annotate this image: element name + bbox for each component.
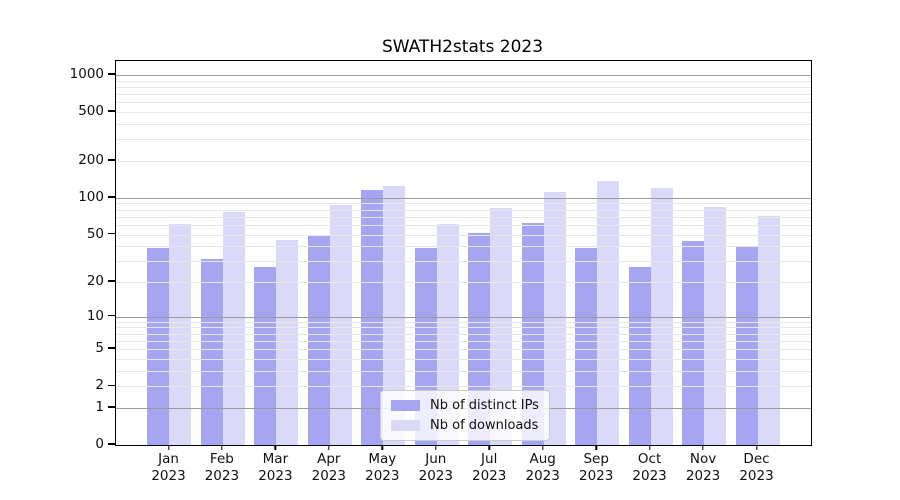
- gridline-minor: [116, 94, 811, 96]
- y-tick-mark: [108, 232, 115, 235]
- y-tick-label: 20: [86, 273, 104, 289]
- y-tick-mark: [108, 406, 115, 408]
- y-tick-mark: [108, 280, 115, 282]
- legend-swatch-distinct-ips: [391, 400, 420, 411]
- x-tick-mark: [381, 445, 383, 450]
- x-tick-label: Oct 2023: [632, 451, 667, 484]
- x-tick-mark: [167, 445, 170, 450]
- y-tick-label: 1: [95, 398, 104, 415]
- plot-area: Nb of distinct IPs Nb of downloads: [115, 60, 812, 446]
- bar-downloads-nov: [704, 206, 727, 445]
- legend-swatch-downloads: [391, 420, 420, 431]
- gridline-minor: [116, 112, 811, 114]
- x-tick-label: Jul 2023: [472, 451, 507, 484]
- x-tick-mark: [488, 445, 490, 450]
- legend-item-distinct-ips: Nb of distinct IPs: [391, 398, 539, 413]
- y-tick-label: 5: [95, 340, 104, 357]
- x-tick-label: Dec 2023: [739, 451, 774, 484]
- x-tick-mark: [755, 445, 758, 450]
- y-tick-mark: [108, 159, 115, 161]
- gridline-minor: [116, 203, 811, 205]
- x-tick-label: Aug 2023: [525, 451, 560, 484]
- y-tick-mark: [108, 314, 115, 317]
- y-tick-mark: [108, 443, 115, 445]
- bar-distinct-ips-sep: [575, 247, 598, 445]
- bar-distinct-ips-oct: [628, 266, 651, 445]
- bar-downloads-jul: [490, 208, 513, 445]
- gridline-minor: [116, 80, 811, 82]
- y-tick-label: 2: [95, 377, 104, 394]
- y-tick-mark: [108, 347, 115, 349]
- bar-downloads-apr: [329, 204, 352, 445]
- x-tick-label: Jan 2023: [151, 451, 186, 484]
- gridline-major: [116, 197, 811, 199]
- x-tick-mark: [221, 445, 223, 450]
- x-tick-label: Sep 2023: [579, 451, 614, 484]
- y-tick-mark: [108, 196, 115, 198]
- bar-downloads-jan: [169, 224, 192, 445]
- bar-downloads-sep: [597, 181, 620, 445]
- bar-distinct-ips-jan: [147, 247, 170, 445]
- y-tick-label: 200: [78, 152, 104, 168]
- bar-distinct-ips-mar: [254, 266, 277, 445]
- x-tick-mark: [435, 445, 437, 450]
- x-tick-mark: [328, 445, 330, 450]
- x-tick-label: Nov 2023: [685, 451, 721, 484]
- y-tick-label: 500: [78, 103, 104, 120]
- bar-downloads-mar: [276, 240, 299, 445]
- x-tick-label: May 2023: [365, 451, 400, 484]
- x-tick-mark: [274, 445, 277, 450]
- bar-distinct-ips-feb: [200, 259, 223, 445]
- x-tick-mark: [702, 445, 704, 450]
- bar-distinct-ips-dec: [735, 246, 758, 445]
- gridline-minor: [116, 124, 811, 125]
- bar-downloads-feb: [222, 212, 245, 445]
- y-tick-label: 0: [95, 436, 104, 452]
- bar-distinct-ips-apr: [307, 235, 330, 445]
- y-tick-mark: [108, 73, 115, 75]
- y-tick-label: 100: [78, 188, 104, 205]
- x-tick-label: Feb 2023: [204, 451, 240, 484]
- x-tick-label: Jun 2023: [418, 451, 453, 484]
- legend-item-downloads: Nb of downloads: [391, 418, 539, 433]
- x-tick-mark: [648, 445, 651, 450]
- gridline-minor: [116, 87, 811, 88]
- legend-label-distinct-ips: Nb of distinct IPs: [430, 398, 539, 413]
- gridline-minor: [116, 161, 811, 162]
- y-tick-label: 50: [86, 225, 104, 242]
- bar-downloads-dec: [757, 216, 780, 445]
- chart-title: SWATH2stats 2023: [381, 37, 544, 57]
- y-tick-mark: [108, 110, 115, 112]
- x-tick-label: Mar 2023: [258, 451, 293, 484]
- gridline-minor: [116, 102, 811, 104]
- x-tick-mark: [541, 445, 544, 450]
- bar-downloads-may: [383, 186, 406, 445]
- x-tick-mark: [595, 445, 597, 450]
- gridline-major: [116, 75, 811, 76]
- y-tick-mark: [108, 384, 115, 386]
- legend-label-downloads: Nb of downloads: [430, 418, 539, 433]
- x-tick-label: Apr 2023: [311, 451, 346, 484]
- y-tick-label: 10: [86, 307, 104, 324]
- legend: Nb of distinct IPs Nb of downloads: [380, 390, 550, 441]
- gridline-minor: [116, 139, 811, 141]
- y-tick-label: 1000: [69, 66, 104, 82]
- bar-downloads-oct: [650, 188, 673, 445]
- bar-distinct-ips-nov: [682, 241, 705, 445]
- bar-downloads-aug: [543, 191, 566, 445]
